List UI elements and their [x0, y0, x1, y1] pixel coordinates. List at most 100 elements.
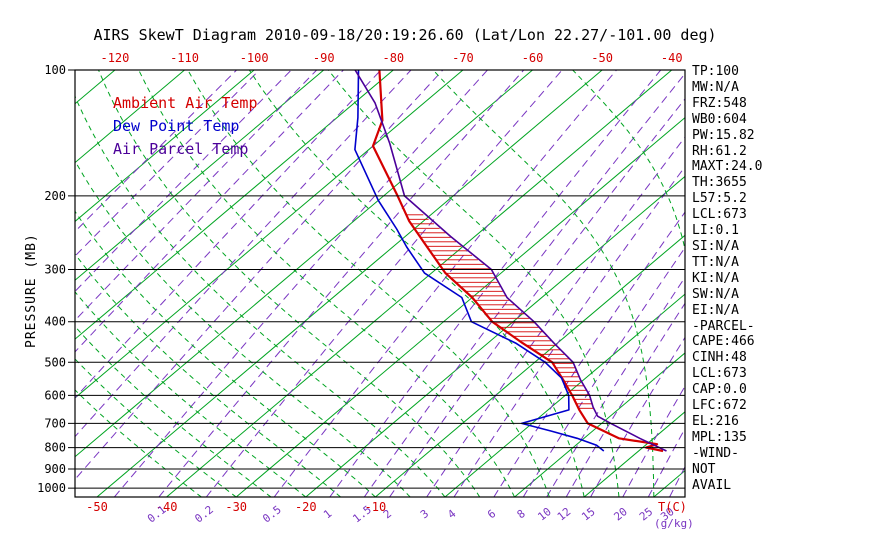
moist-adiabat-line: [75, 253, 341, 497]
isotherm-line: [75, 70, 185, 164]
bottom-temp-tick-label: -40: [156, 500, 178, 514]
mixing-ratio-line: [205, 70, 563, 497]
stats-line: RH:61.2: [692, 143, 747, 159]
stats-line: WB0:604: [692, 111, 747, 127]
moist-adiabat-line: [138, 70, 516, 497]
mixing-ratio-tick-label: 4: [445, 507, 459, 522]
pressure-tick-label: 800: [44, 441, 66, 455]
pressure-tick-label: 400: [44, 315, 66, 329]
isotherm-line: [444, 293, 685, 497]
isotherm-line: [375, 234, 685, 497]
mixing-ratio-tick-label: 1: [321, 507, 334, 521]
pressure-axis-label: PRESSURE (MB): [24, 233, 39, 348]
stats-line: LFC:672: [692, 398, 747, 414]
stats-line: CINH:48: [692, 350, 747, 366]
moist-adiabat-line: [75, 325, 272, 497]
stats-panel: TP:100 MW:N/A FRZ:548 WB0:604 PW:15.82 RH:61.…: [692, 64, 762, 493]
plot-area: [75, 70, 685, 497]
stats-line: CAP:0.0: [692, 382, 747, 398]
legend-item-ambient: Ambient Air Temp: [113, 94, 258, 112]
mixing-ratio-line: [114, 70, 488, 497]
stats-line: EL:216: [692, 413, 739, 429]
isotherm-line: [166, 70, 673, 497]
mixing-ratio-tick-label: 10: [535, 505, 553, 523]
moist-adiabat-line: [248, 70, 585, 497]
moist-adiabat-line: [187, 70, 550, 497]
mixing-ratio-line: [75, 70, 292, 293]
isotherm-line: [305, 175, 685, 497]
bottom-temp-tick-label: -50: [86, 500, 108, 514]
top-temp-tick-label: -90: [313, 51, 335, 65]
mixing-ratio-line: [75, 70, 318, 322]
stats-line: -WIND-: [692, 445, 739, 461]
moist-adiabat-line: [98, 70, 481, 497]
top-temp-tick-label: -120: [100, 51, 129, 65]
moist-adiabat-line: [75, 94, 446, 497]
top-temp-tick-label: -80: [382, 51, 404, 65]
mixing-ratio-tick-label: 30: [658, 505, 676, 523]
mixing-unit-label: (g/kg): [654, 517, 694, 530]
bottom-temp-tick-label: -30: [225, 500, 247, 514]
pressure-tick-label: 100: [44, 63, 66, 77]
chart-title: AIRS SkewT Diagram 2010-09-18/20:19:26.6…: [93, 26, 717, 44]
top-temp-tick-label: -110: [170, 51, 199, 65]
stats-line: SW:N/A: [692, 286, 739, 302]
stats-line: MW:N/A: [692, 79, 739, 95]
mixing-ratio-line: [647, 427, 685, 497]
stats-line: CAPE:466: [692, 334, 755, 350]
stats-line: TT:N/A: [692, 254, 739, 270]
mixing-ratio-tick-label: 25: [637, 505, 655, 523]
pressure-tick-label: 700: [44, 416, 66, 430]
mixing-ratio-line: [389, 98, 685, 497]
pressure-tick-label: 1000: [37, 481, 66, 495]
stats-line: LI:0.1: [692, 223, 739, 239]
mixing-ratio-tick-label: 6: [485, 507, 498, 521]
isotherm-line: [235, 116, 685, 497]
moist-adiabat-line: [328, 70, 620, 497]
mixing-ratio-line: [363, 72, 685, 497]
mixing-ratio-line: [75, 70, 382, 399]
pressure-tick-label: 900: [44, 462, 66, 476]
isotherm-line: [75, 70, 394, 340]
bottom-temp-tick-label: -20: [295, 500, 317, 514]
isotherm-line: [583, 411, 685, 497]
stats-line: LCL:673: [692, 207, 747, 223]
pressure-tick-label: 200: [44, 189, 66, 203]
top-temp-tick-label: -60: [522, 51, 544, 65]
isotherm-line: [96, 70, 603, 497]
isotherm-line: [514, 352, 685, 497]
stats-line: PW:15.82: [692, 127, 755, 143]
moist-adiabat-line: [75, 389, 202, 497]
mixing-ratio-line: [75, 70, 260, 257]
mixing-ratio-tick-label: 2: [381, 507, 394, 521]
temp-unit-label: T(C): [658, 500, 687, 514]
pressure-tick-label: 300: [44, 263, 66, 277]
top-temp-tick-label: -50: [591, 51, 613, 65]
mixing-ratio-line: [622, 385, 685, 497]
mixing-ratio-tick-label: 8: [515, 507, 528, 521]
stats-line: LCL:673: [692, 366, 747, 382]
stats-line: EI:N/A: [692, 302, 739, 318]
mixing-ratio-line: [493, 211, 685, 497]
isotherm-line: [75, 70, 116, 105]
moist-adiabat-line: [75, 210, 376, 497]
stats-line: L57:5.2: [692, 191, 747, 207]
moist-adiabat-line: [75, 291, 307, 497]
mixing-ratio-line: [546, 276, 685, 497]
mixing-ratio-line: [426, 136, 685, 497]
mixing-ratio-tick-label: 12: [555, 505, 573, 523]
mixing-ratio-line: [75, 70, 444, 481]
stats-line: MAXT:24.0: [692, 159, 763, 175]
mixing-ratio-tick-label: 20: [611, 505, 629, 523]
legend-item-dewpoint: Dew Point Temp: [113, 117, 240, 135]
trace-air-parcel-temp: [354, 70, 667, 452]
mixing-ratio-tick-label: 3: [418, 507, 431, 521]
pressure-tick-label: 600: [44, 388, 66, 402]
top-temp-tick-label: -100: [240, 51, 269, 65]
moist-adiabat-line: [432, 70, 655, 497]
moist-adiabat-line: [75, 159, 411, 497]
isotherm-line: [75, 70, 464, 399]
stats-line: MPL:135: [692, 429, 747, 445]
